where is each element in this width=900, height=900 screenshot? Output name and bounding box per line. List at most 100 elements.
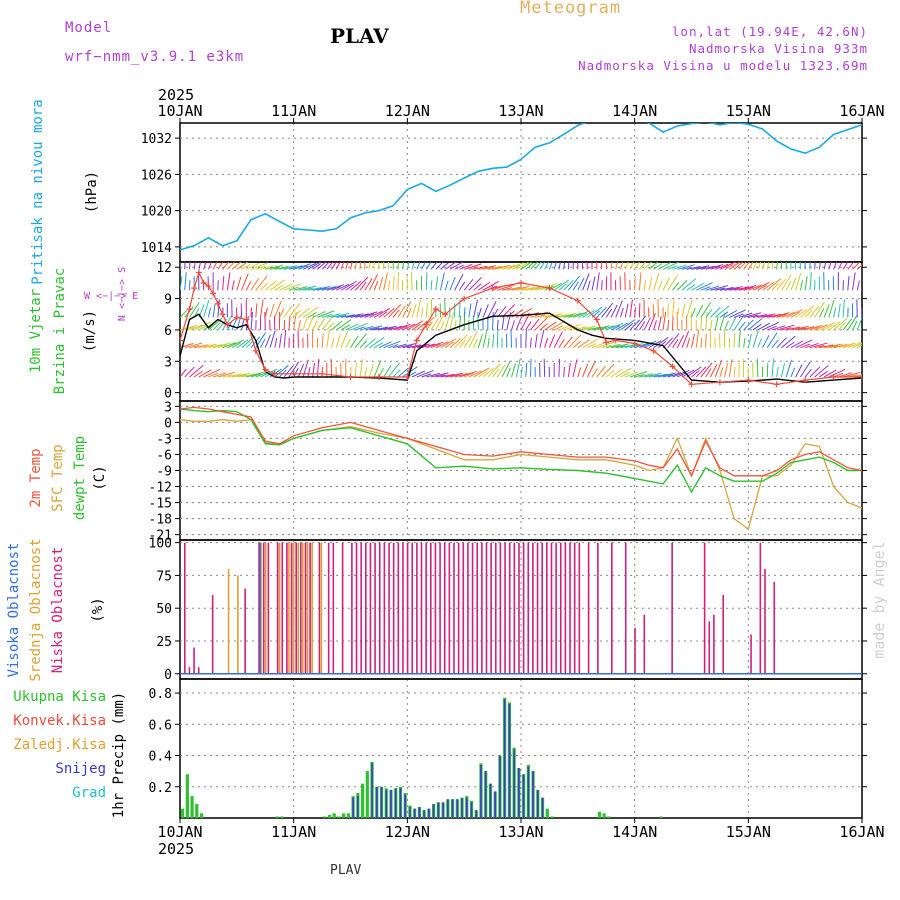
gust-marker [612, 337, 619, 344]
snow-bar [447, 799, 449, 818]
gust-marker [442, 311, 449, 318]
snow-bar [480, 764, 482, 818]
wind-barb [326, 313, 341, 318]
wind-barb [572, 340, 582, 349]
wind-barb [577, 339, 590, 349]
gust-marker [233, 314, 240, 321]
wind-barb [572, 359, 578, 378]
bottom-date-label: 10JAN [157, 823, 202, 841]
wind-barb [823, 262, 827, 270]
wind-barb [587, 342, 597, 349]
gust-marker [205, 283, 212, 290]
wind-barb [359, 340, 368, 349]
wind-barb [274, 300, 282, 318]
wind-barb [440, 373, 455, 378]
wind-barb [425, 321, 433, 331]
gust-marker [319, 370, 326, 377]
gust-marker [489, 285, 496, 292]
wind-barb [440, 262, 449, 270]
wind-barb [284, 283, 302, 291]
wind-barb [662, 373, 673, 378]
wind-barb [212, 372, 227, 378]
wind-barb [297, 320, 302, 331]
wind-barb [577, 277, 585, 291]
gust-marker [290, 370, 297, 377]
wind-barb [705, 309, 713, 318]
mid-cloud-bar [278, 542, 281, 674]
wind-barb [421, 307, 424, 318]
wind-barb [710, 265, 721, 270]
wind-barb [213, 342, 231, 349]
gust-marker [219, 311, 226, 318]
wind-barb [563, 336, 573, 349]
low-cloud-bar [569, 542, 571, 674]
wind-barb [814, 301, 825, 318]
low-cloud-bar [508, 542, 511, 674]
precip-bars [181, 697, 663, 818]
model-altitude-readout: Nadmorska Visina u modelu 1323.69m [578, 58, 868, 73]
y-tick-label: 1014 [141, 241, 172, 256]
wind-barb [511, 264, 521, 270]
wind-barb [572, 310, 591, 318]
wind-barb [440, 320, 445, 331]
gust-marker [669, 363, 676, 370]
wind-barb [316, 317, 326, 331]
wind-barb [833, 307, 837, 318]
gust-marker [180, 337, 183, 344]
wind-barb [435, 313, 445, 331]
wind-barb [781, 274, 792, 291]
snow-bar [394, 788, 397, 818]
wind-barb [336, 319, 352, 331]
gust-marker [716, 379, 723, 386]
wind-barb [752, 314, 767, 318]
gust-marker [347, 373, 354, 380]
low-cloud-bar [764, 568, 766, 674]
wind-barb [767, 313, 782, 318]
wind-barb [558, 358, 561, 377]
wind-barb [615, 300, 623, 318]
wind-barb [430, 299, 433, 318]
wind-barb [762, 335, 770, 348]
gust-marker [214, 300, 221, 307]
wind-barb [790, 325, 809, 331]
wind-barb [724, 310, 738, 318]
gust-marker [631, 340, 638, 347]
snow-bar [409, 807, 411, 818]
wind-barb [842, 344, 853, 349]
wind-barb [734, 286, 748, 291]
wind-barb [510, 329, 513, 348]
low-cloud-bar [388, 542, 390, 674]
wind-barb [458, 315, 462, 330]
wind-barb [435, 374, 446, 378]
wind-barb [818, 262, 821, 270]
wind-barb [766, 332, 778, 348]
wind-barb [809, 306, 819, 318]
wind-barb [193, 321, 211, 331]
snow-bar [404, 794, 406, 818]
total-precip-bar [545, 808, 549, 818]
wind-barb [715, 287, 726, 291]
wind-barb [473, 338, 478, 348]
temp2m-line [180, 406, 862, 478]
low-cloud-bar [434, 542, 437, 674]
wind-barb [444, 262, 457, 270]
wind-barb [615, 262, 618, 270]
wind-barb [392, 276, 395, 291]
wind-barb [241, 320, 245, 331]
wind-barb [819, 321, 836, 331]
wind-barb [198, 369, 212, 378]
wind-barb [619, 262, 624, 270]
wind-barb [757, 322, 771, 331]
wind-barb [700, 265, 715, 270]
dewpt-axis-title: dewpt Temp [72, 436, 88, 520]
wind-barb [525, 329, 527, 348]
precip-legend-item: Snijeg [55, 761, 106, 777]
panel-frame [179, 678, 863, 819]
low-cloud-bar [244, 588, 246, 674]
wind-barb [762, 314, 773, 318]
wind-barb [567, 363, 571, 378]
wind-barb [355, 313, 369, 318]
wind-barb [435, 341, 449, 349]
wind-barb [653, 263, 663, 270]
wind-barb [283, 329, 287, 348]
